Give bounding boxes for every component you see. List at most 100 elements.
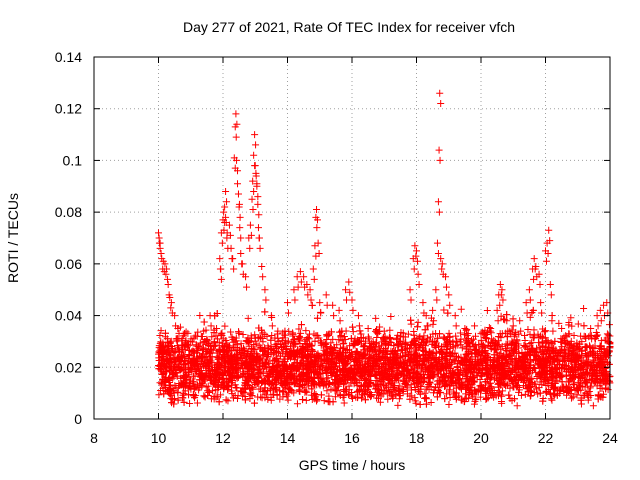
data-point xyxy=(237,388,245,396)
data-point xyxy=(191,372,199,380)
data-point xyxy=(169,345,177,353)
data-point xyxy=(174,396,182,404)
data-point xyxy=(444,309,452,317)
data-point xyxy=(414,318,422,326)
data-point xyxy=(156,332,164,340)
data-point xyxy=(423,338,431,346)
data-point xyxy=(298,396,306,404)
data-point xyxy=(379,390,387,398)
data-point xyxy=(495,392,503,400)
data-point xyxy=(168,358,176,366)
data-point xyxy=(567,314,575,322)
data-point xyxy=(427,333,435,341)
data-point xyxy=(215,338,223,346)
data-point xyxy=(210,392,218,400)
data-point xyxy=(411,394,419,402)
data-point xyxy=(306,341,314,349)
data-point xyxy=(573,391,581,399)
data-point xyxy=(567,386,575,394)
data-point xyxy=(457,305,465,313)
data-point xyxy=(284,396,292,404)
data-point xyxy=(390,342,398,350)
data-point xyxy=(568,322,576,330)
data-point xyxy=(291,335,299,343)
data-point xyxy=(594,331,602,339)
data-point xyxy=(477,387,485,395)
data-point xyxy=(437,354,445,362)
data-point xyxy=(169,374,177,382)
data-point xyxy=(407,386,415,394)
data-point xyxy=(456,375,464,383)
data-point xyxy=(420,350,428,358)
data-point xyxy=(526,339,534,347)
data-point xyxy=(579,383,587,391)
data-point xyxy=(560,345,568,353)
data-point xyxy=(586,331,594,339)
data-point xyxy=(389,394,397,402)
data-point xyxy=(537,373,545,381)
data-point xyxy=(217,391,225,399)
data-point xyxy=(565,321,573,329)
data-point xyxy=(520,366,528,374)
data-point xyxy=(302,327,310,335)
data-point xyxy=(414,323,422,331)
data-point xyxy=(227,328,235,336)
data-point xyxy=(432,343,440,351)
data-point xyxy=(394,374,402,382)
data-point xyxy=(193,399,201,407)
data-point xyxy=(505,352,513,360)
data-point xyxy=(585,388,593,396)
data-point xyxy=(185,382,193,390)
data-point xyxy=(176,364,184,372)
data-point xyxy=(386,389,394,397)
data-point xyxy=(420,332,428,340)
data-point xyxy=(452,332,460,340)
data-point xyxy=(320,397,328,405)
data-point xyxy=(379,375,387,383)
data-point xyxy=(548,396,556,404)
data-point xyxy=(517,391,525,399)
data-point xyxy=(343,346,351,354)
data-point xyxy=(162,383,170,391)
data-point xyxy=(319,376,327,384)
data-point xyxy=(204,382,212,390)
data-point xyxy=(522,343,530,351)
data-point xyxy=(287,386,295,394)
data-point xyxy=(222,396,230,404)
data-point xyxy=(446,365,454,373)
data-point xyxy=(327,385,335,393)
data-point xyxy=(540,328,548,336)
data-point xyxy=(325,392,333,400)
data-point xyxy=(604,331,612,339)
data-point xyxy=(458,396,466,404)
data-point xyxy=(198,344,206,352)
data-point xyxy=(505,360,513,368)
data-point xyxy=(468,340,476,348)
data-point xyxy=(327,369,335,377)
data-point xyxy=(180,390,188,398)
data-point xyxy=(251,331,259,339)
data-point xyxy=(496,330,504,338)
data-point xyxy=(353,394,361,402)
data-point xyxy=(511,331,519,339)
data-point xyxy=(495,388,503,396)
data-point xyxy=(570,332,578,340)
data-point xyxy=(404,390,412,398)
data-point xyxy=(463,325,471,333)
data-point xyxy=(256,333,264,341)
data-point xyxy=(526,313,534,321)
data-point xyxy=(464,329,472,337)
data-point xyxy=(502,346,510,354)
data-point xyxy=(397,328,405,336)
data-point xyxy=(533,375,541,383)
data-point xyxy=(574,320,582,328)
data-point xyxy=(580,305,588,313)
data-point xyxy=(253,340,261,348)
data-point xyxy=(555,319,563,327)
data-point xyxy=(506,352,514,360)
data-point xyxy=(443,356,451,364)
data-point xyxy=(452,342,460,350)
data-point xyxy=(429,320,437,328)
data-point xyxy=(283,392,291,400)
data-point xyxy=(416,400,424,408)
